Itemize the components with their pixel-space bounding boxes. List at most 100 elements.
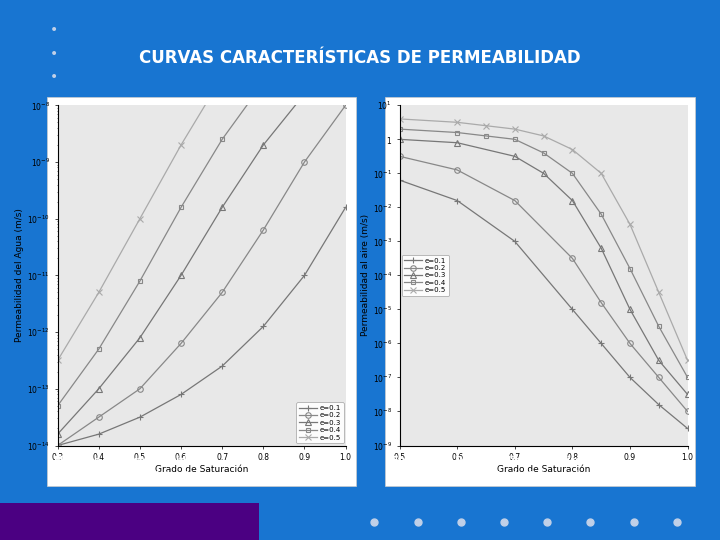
e=0.5 xyxy=(94,289,103,296)
e=0.2 xyxy=(597,299,606,306)
e=0.1 xyxy=(395,177,404,184)
e=0.3 xyxy=(510,153,519,160)
Line: e=0.5: e=0.5 xyxy=(55,0,348,363)
e=0.3 xyxy=(626,306,634,313)
e=0.2 xyxy=(259,227,268,233)
Legend: e=0.1, e=0.2, e=0.3, e=0.4, e=0.5: e=0.1, e=0.2, e=0.3, e=0.4, e=0.5 xyxy=(297,402,343,443)
e=0.3 xyxy=(568,197,577,204)
e=0.5 xyxy=(259,23,268,29)
e=0.2 xyxy=(510,197,519,204)
e=0.5 xyxy=(176,142,185,149)
e=0.2 xyxy=(626,340,634,347)
e=0.4 xyxy=(300,40,309,46)
e=0.3 xyxy=(683,391,692,397)
e=0.1 xyxy=(300,272,309,279)
e=0.4 xyxy=(259,79,268,86)
e=0.5 xyxy=(539,133,548,139)
e=0.4 xyxy=(510,136,519,143)
e=0.1 xyxy=(626,374,634,381)
Text: en función del Grado de Saturación: en función del Grado de Saturación xyxy=(392,471,588,481)
e=0.4 xyxy=(539,150,548,156)
e=0.4 xyxy=(176,204,185,211)
e=0.4 xyxy=(568,170,577,177)
e=0.2 xyxy=(654,374,663,381)
e=0.3 xyxy=(453,139,462,146)
Line: e=0.3: e=0.3 xyxy=(397,137,690,397)
Text: •: • xyxy=(50,47,58,61)
e=0.4 xyxy=(482,133,490,139)
e=0.1 xyxy=(510,238,519,245)
e=0.1 xyxy=(341,204,350,211)
e=0.1 xyxy=(568,306,577,313)
Line: e=0.2: e=0.2 xyxy=(397,153,690,414)
e=0.3 xyxy=(176,272,185,279)
e=0.3 xyxy=(300,91,309,97)
e=0.5 xyxy=(395,116,404,122)
e=0.3 xyxy=(395,136,404,143)
e=0.3 xyxy=(654,357,663,364)
Text: en función de la e inicial: en función de la e inicial xyxy=(54,471,189,481)
e=0.1 xyxy=(218,363,227,369)
X-axis label: Grado de Saturación: Grado de Saturación xyxy=(497,465,590,474)
e=0.5 xyxy=(453,119,462,125)
e=0.4 xyxy=(395,126,404,132)
e=0.3 xyxy=(53,431,62,437)
e=0.1 xyxy=(654,401,663,408)
e=0.5 xyxy=(654,289,663,296)
e=0.4 xyxy=(341,17,350,24)
e=0.2 xyxy=(341,102,350,109)
Line: e=0.4: e=0.4 xyxy=(55,18,348,408)
e=0.3 xyxy=(341,63,350,69)
e=0.3 xyxy=(218,204,227,211)
e=0.2 xyxy=(135,386,144,392)
e=0.1 xyxy=(176,391,185,397)
e=0.2 xyxy=(53,442,62,449)
e=0.1 xyxy=(135,414,144,421)
e=0.5 xyxy=(53,357,62,364)
Line: e=0.2: e=0.2 xyxy=(55,103,348,448)
Line: e=0.1: e=0.1 xyxy=(54,204,349,449)
Text: CURVAS CARACTERÍSTICAS DE PERMEABILIDAD: CURVAS CARACTERÍSTICAS DE PERMEABILIDAD xyxy=(139,49,581,67)
e=0.5 xyxy=(597,170,606,177)
e=0.2 xyxy=(683,408,692,415)
Text: •: • xyxy=(50,23,58,37)
e=0.4 xyxy=(597,211,606,218)
e=0.2 xyxy=(453,167,462,173)
e=0.1 xyxy=(94,431,103,437)
e=0.1 xyxy=(597,340,606,347)
e=0.1 xyxy=(453,197,462,204)
Text: •: • xyxy=(50,70,58,84)
e=0.3 xyxy=(597,245,606,252)
e=0.5 xyxy=(218,74,227,80)
e=0.2 xyxy=(395,153,404,160)
e=0.5 xyxy=(135,215,144,222)
e=0.5 xyxy=(626,221,634,228)
e=0.3 xyxy=(94,386,103,392)
e=0.5 xyxy=(683,357,692,364)
e=0.4 xyxy=(626,265,634,272)
Line: e=0.1: e=0.1 xyxy=(396,177,691,432)
e=0.2 xyxy=(94,414,103,421)
Legend: e=0.1, e=0.2, e=0.3, e=0.4, e=0.5: e=0.1, e=0.2, e=0.3, e=0.4, e=0.5 xyxy=(402,255,449,296)
Text: Modelos de Permeabilidad: Modelos de Permeabilidad xyxy=(54,456,200,467)
Y-axis label: Permeabilidad al aire (m/s): Permeabilidad al aire (m/s) xyxy=(361,214,370,336)
e=0.3 xyxy=(539,170,548,177)
Line: e=0.4: e=0.4 xyxy=(397,127,690,380)
e=0.4 xyxy=(453,129,462,136)
e=0.5 xyxy=(568,146,577,153)
Y-axis label: Permeabilidad del Agua (m/s): Permeabilidad del Agua (m/s) xyxy=(15,208,24,342)
e=0.5 xyxy=(482,123,490,129)
e=0.4 xyxy=(135,278,144,285)
Line: e=0.5: e=0.5 xyxy=(397,116,690,363)
e=0.1 xyxy=(53,442,62,449)
Text: Función de Permeabilidad del Aire: Función de Permeabilidad del Aire xyxy=(392,456,582,467)
X-axis label: Grado de Saturación: Grado de Saturación xyxy=(155,465,248,474)
e=0.3 xyxy=(135,335,144,341)
e=0.4 xyxy=(218,136,227,143)
e=0.4 xyxy=(654,323,663,329)
e=0.4 xyxy=(683,374,692,381)
e=0.2 xyxy=(218,289,227,296)
e=0.3 xyxy=(259,142,268,149)
e=0.2 xyxy=(568,255,577,261)
e=0.4 xyxy=(53,403,62,409)
